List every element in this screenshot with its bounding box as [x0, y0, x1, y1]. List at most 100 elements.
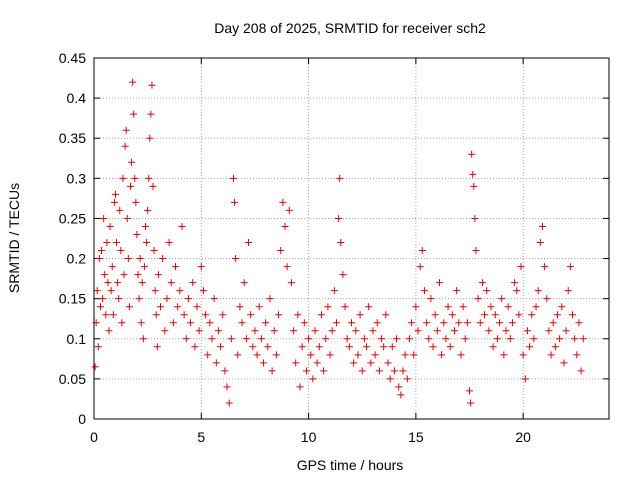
- data-point: [365, 303, 373, 311]
- data-point: [260, 359, 268, 367]
- y-tick-label: 0.2: [67, 251, 87, 267]
- data-point: [124, 255, 132, 263]
- data-point: [266, 295, 274, 303]
- data-point: [435, 279, 443, 287]
- data-point: [104, 279, 112, 287]
- data-point: [191, 343, 199, 351]
- data-point: [264, 343, 272, 351]
- data-point: [132, 198, 140, 206]
- data-point: [337, 239, 345, 247]
- data-point: [113, 239, 121, 247]
- data-point: [206, 319, 214, 327]
- data-point: [307, 351, 315, 359]
- data-point: [148, 81, 156, 89]
- data-point: [109, 311, 117, 319]
- data-point: [255, 303, 263, 311]
- data-point: [272, 351, 280, 359]
- data-point: [466, 387, 474, 395]
- data-point: [471, 214, 479, 222]
- data-point: [199, 287, 207, 295]
- data-point: [157, 303, 165, 311]
- data-point: [489, 343, 497, 351]
- data-point: [119, 174, 127, 182]
- data-point: [554, 311, 561, 319]
- data-point: [468, 150, 476, 158]
- data-point: [189, 279, 197, 287]
- data-point: [100, 214, 108, 222]
- data-point: [161, 327, 169, 335]
- data-point: [405, 335, 413, 343]
- data-point: [292, 359, 300, 367]
- tick-labels: 0 0.05 0.1 0.15 0.2 0.25 0.3 0.35 0.4 0.45 0 5 10 15 2…: [59, 50, 531, 445]
- y-tick-label: 0: [78, 411, 86, 427]
- data-point: [547, 351, 555, 359]
- data-point: [302, 367, 310, 375]
- data-point: [408, 319, 416, 327]
- data-point: [504, 303, 512, 311]
- data-point: [214, 327, 222, 335]
- data-point: [444, 303, 452, 311]
- data-point: [575, 319, 583, 327]
- data-point: [262, 319, 270, 327]
- data-point: [476, 319, 484, 327]
- data-point: [140, 263, 148, 271]
- data-point: [279, 198, 287, 206]
- data-point: [463, 319, 471, 327]
- data-point: [138, 279, 146, 287]
- data-point: [382, 311, 390, 319]
- data-point: [96, 303, 104, 311]
- data-point: [386, 375, 394, 383]
- data-point: [247, 311, 255, 319]
- data-point: [345, 343, 353, 351]
- data-point: [358, 367, 366, 375]
- data-point: [418, 247, 426, 255]
- data-point: [145, 174, 153, 182]
- data-point: [223, 383, 231, 391]
- data-point: [433, 327, 441, 335]
- x-tick-label: 5: [197, 429, 205, 445]
- data-point: [427, 295, 435, 303]
- data-point: [395, 383, 403, 391]
- data-point: [378, 335, 386, 343]
- data-point: [343, 335, 351, 343]
- data-point: [95, 255, 103, 263]
- data-point: [236, 303, 244, 311]
- data-point: [384, 359, 392, 367]
- data-point: [530, 335, 538, 343]
- data-point: [478, 279, 486, 287]
- data-point: [242, 335, 250, 343]
- data-point: [532, 303, 540, 311]
- data-point: [487, 303, 495, 311]
- data-point: [324, 303, 332, 311]
- data-point: [373, 319, 381, 327]
- data-point: [103, 239, 111, 247]
- plot-frame: [93, 57, 610, 420]
- data-point: [221, 367, 229, 375]
- data-point: [105, 327, 113, 335]
- data-point: [425, 335, 433, 343]
- data-point: [298, 343, 306, 351]
- data-point: [410, 351, 418, 359]
- data-point: [102, 311, 110, 319]
- data-point: [195, 327, 203, 335]
- data-point: [399, 367, 407, 375]
- data-point: [240, 279, 248, 287]
- data-point: [470, 182, 478, 190]
- data-point: [457, 351, 465, 359]
- data-point: [98, 247, 106, 255]
- data-point: [277, 247, 285, 255]
- data-point: [139, 335, 147, 343]
- data-point: [369, 327, 377, 335]
- data-point: [143, 239, 151, 247]
- data-point: [549, 319, 557, 327]
- data-point: [108, 263, 116, 271]
- data-point: [229, 174, 237, 182]
- data-point: [526, 343, 534, 351]
- data-point: [210, 295, 218, 303]
- axis-ticks: [93, 57, 609, 420]
- data-point: [320, 367, 328, 375]
- data-point: [153, 343, 161, 351]
- data-point: [128, 158, 136, 166]
- data-point: [483, 287, 491, 295]
- data-point: [146, 134, 154, 142]
